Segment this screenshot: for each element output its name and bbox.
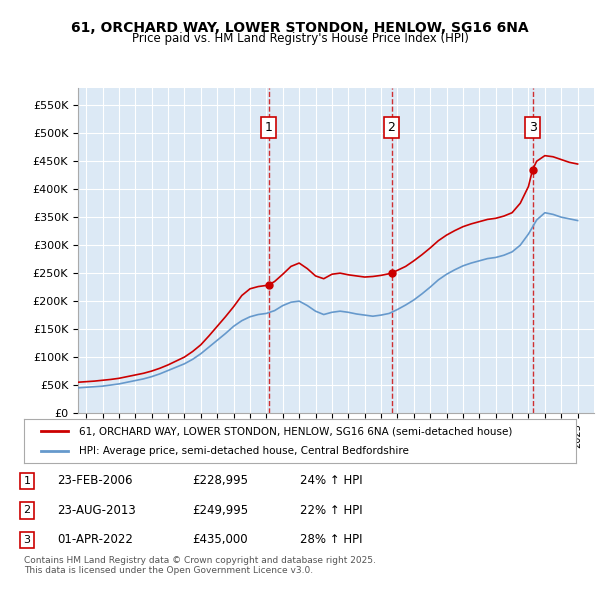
Text: £435,000: £435,000	[192, 533, 248, 546]
Text: 1: 1	[265, 121, 272, 134]
Text: 28% ↑ HPI: 28% ↑ HPI	[300, 533, 362, 546]
Text: 23-FEB-2006: 23-FEB-2006	[57, 474, 133, 487]
Text: 2: 2	[23, 506, 31, 515]
Text: £249,995: £249,995	[192, 504, 248, 517]
Text: 61, ORCHARD WAY, LOWER STONDON, HENLOW, SG16 6NA: 61, ORCHARD WAY, LOWER STONDON, HENLOW, …	[71, 21, 529, 35]
Text: 2: 2	[388, 121, 395, 134]
Text: 1: 1	[23, 476, 31, 486]
Text: 61, ORCHARD WAY, LOWER STONDON, HENLOW, SG16 6NA (semi-detached house): 61, ORCHARD WAY, LOWER STONDON, HENLOW, …	[79, 427, 512, 436]
Text: 3: 3	[23, 535, 31, 545]
Text: Price paid vs. HM Land Registry's House Price Index (HPI): Price paid vs. HM Land Registry's House …	[131, 32, 469, 45]
Text: HPI: Average price, semi-detached house, Central Bedfordshire: HPI: Average price, semi-detached house,…	[79, 446, 409, 455]
Text: 3: 3	[529, 121, 536, 134]
Text: Contains HM Land Registry data © Crown copyright and database right 2025.
This d: Contains HM Land Registry data © Crown c…	[24, 556, 376, 575]
Text: 23-AUG-2013: 23-AUG-2013	[57, 504, 136, 517]
Text: 24% ↑ HPI: 24% ↑ HPI	[300, 474, 362, 487]
Text: £228,995: £228,995	[192, 474, 248, 487]
Text: 22% ↑ HPI: 22% ↑ HPI	[300, 504, 362, 517]
Text: 01-APR-2022: 01-APR-2022	[57, 533, 133, 546]
